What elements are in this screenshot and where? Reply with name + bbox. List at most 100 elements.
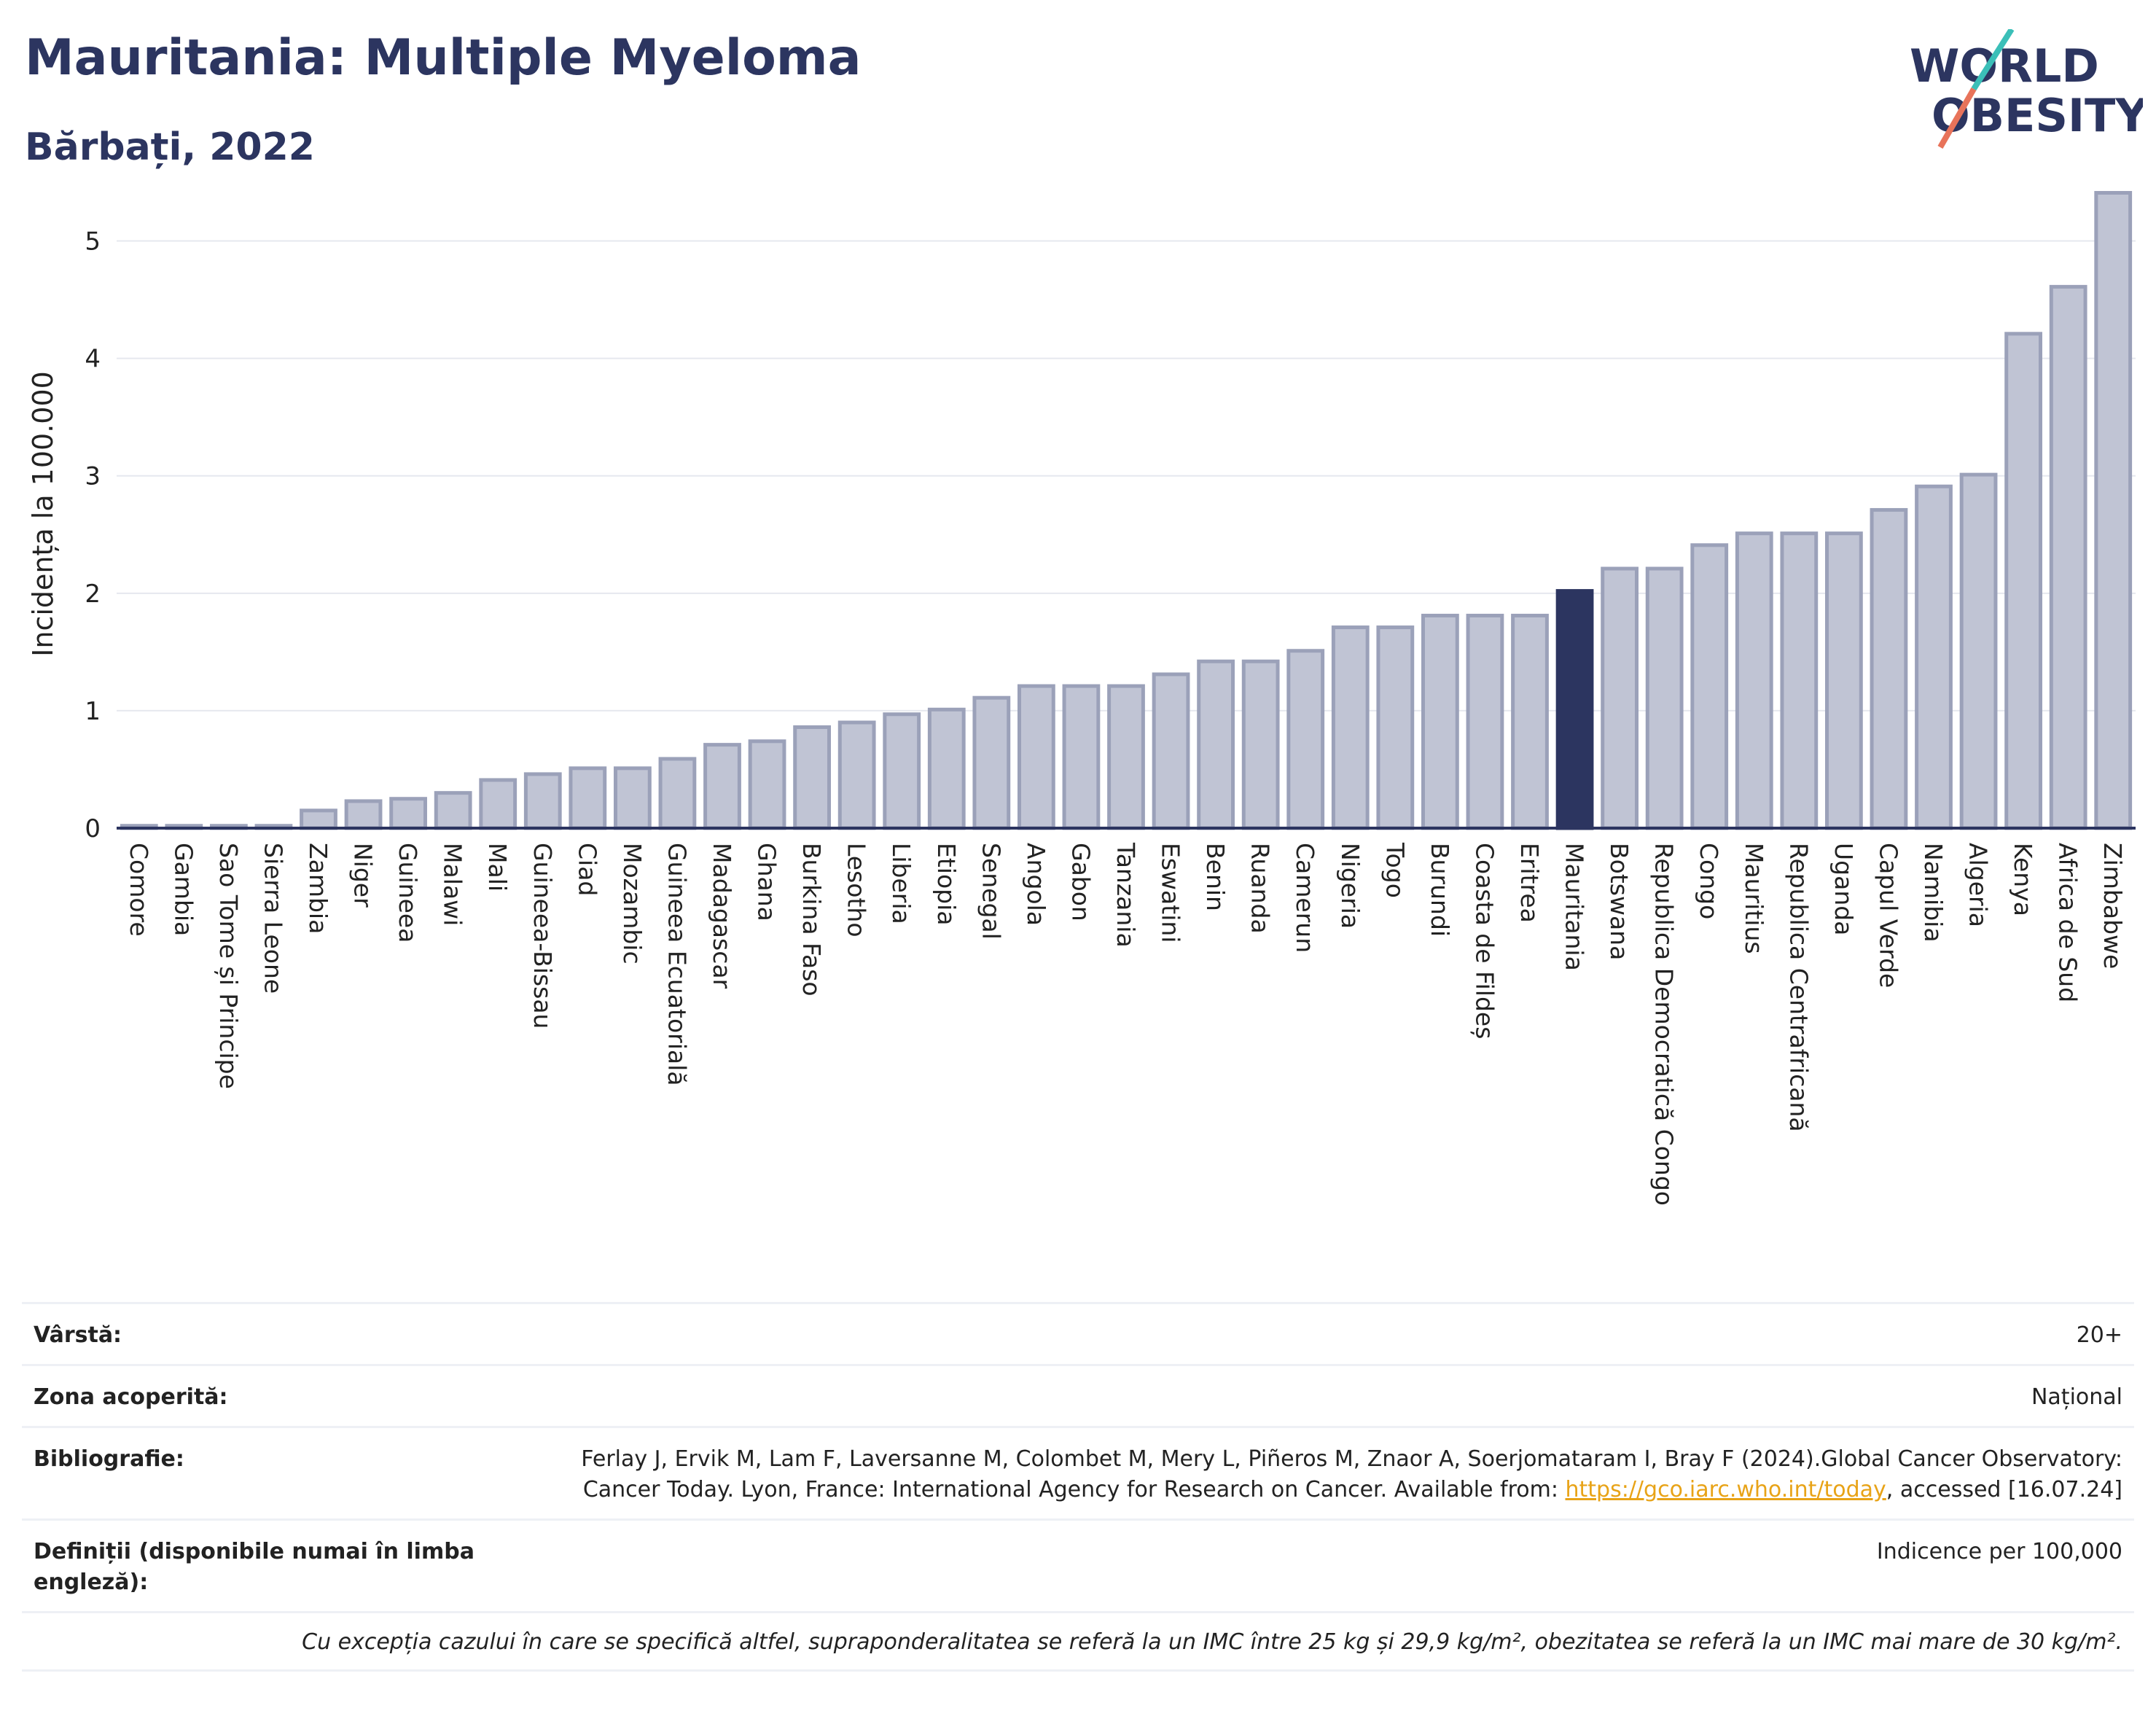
- bar-liberia[interactable]: [883, 712, 921, 830]
- x-tick-label: Guineea: [394, 843, 422, 943]
- bar-gabon[interactable]: [1062, 684, 1101, 830]
- bar-niger[interactable]: [344, 799, 383, 830]
- x-tick-label: Nigeria: [1336, 843, 1364, 929]
- bar-malawi[interactable]: [434, 791, 472, 830]
- meta-row-bibliography: Bibliografie: Ferlay J, Ervik M, Lam F, …: [22, 1426, 2134, 1518]
- y-axis-title: Incidența la 100.000: [27, 371, 59, 657]
- bar-guineea-bissau[interactable]: [523, 772, 562, 830]
- bar-madagascar[interactable]: [703, 743, 741, 830]
- bar-eswatini[interactable]: [1152, 672, 1190, 830]
- x-tick-label: Tanzania: [1112, 842, 1140, 948]
- bar-ghana[interactable]: [748, 739, 786, 830]
- bar-botswana[interactable]: [1601, 566, 1639, 830]
- biblio-accessed: , accessed [16.07.24]: [1886, 1477, 2122, 1502]
- x-tick-label: Burundi: [1426, 843, 1454, 937]
- y-tick-label: 2: [85, 580, 101, 609]
- meta-biblio-label: Bibliografie:: [34, 1446, 184, 1472]
- x-tick-label: Niger: [349, 843, 378, 908]
- meta-row-coverage: Zona acoperită: Național: [22, 1364, 2134, 1426]
- logo-line1: WORLD: [1910, 39, 2099, 93]
- y-tick-label: 1: [85, 697, 101, 726]
- x-tick-label: Mali: [483, 843, 512, 892]
- axes: 0 1 2 3 4 5 Comore Gambia Sao Tome și Principe Si…: [85, 227, 2136, 1206]
- x-tick-label: Comore: [125, 843, 153, 937]
- bar-mozambic[interactable]: [613, 766, 652, 830]
- chart-subtitle: Bărbați, 2022: [25, 125, 315, 169]
- bar-africa-de-sud[interactable]: [2049, 284, 2087, 830]
- bar-guineea-ecuatorială[interactable]: [658, 757, 697, 830]
- x-tick-label: Angola: [1022, 843, 1050, 926]
- x-tick-label: Gambia: [169, 843, 198, 936]
- bar-tanzania[interactable]: [1107, 684, 1145, 830]
- bar-algeria[interactable]: [1959, 472, 1998, 830]
- bar-ruanda[interactable]: [1241, 659, 1280, 830]
- bar-nigeria[interactable]: [1331, 625, 1370, 830]
- bar-ciad[interactable]: [569, 766, 607, 830]
- x-tick-label: Etiopia: [932, 843, 961, 926]
- bar-congo[interactable]: [1690, 543, 1729, 830]
- y-tick-label: 3: [85, 462, 101, 491]
- bar-benin[interactable]: [1197, 659, 1235, 830]
- x-tick-label: Guineea Ecuatorială: [663, 843, 691, 1086]
- meta-definitions-value: Indicence per 100,000: [1876, 1539, 2122, 1564]
- x-tick-label: Capul Verde: [1874, 843, 1902, 988]
- x-tick-label: Ciad: [573, 843, 601, 896]
- x-tick-label: Botswana: [1605, 843, 1633, 960]
- bar-senegal[interactable]: [972, 695, 1011, 830]
- x-tick-label: Republica Democratică Congo: [1650, 843, 1679, 1206]
- x-tick-label: Zimbabwe: [2098, 843, 2127, 969]
- x-tick-label: Eswatini: [1157, 843, 1185, 943]
- bar-guineea[interactable]: [389, 797, 428, 830]
- x-tick-label: Ghana: [753, 843, 781, 921]
- meta-coverage-label: Zona acoperită:: [34, 1384, 228, 1410]
- meta-footnote: Cu excepția cazului în care se specifică…: [22, 1611, 2134, 1672]
- x-tick-label: Algeria: [1964, 843, 1993, 927]
- meta-row-definitions: Definiții (disponibile numai în limba en…: [22, 1518, 2134, 1611]
- metadata-table: Vârstă: 20+ Zona acoperită: Național Bib…: [22, 1302, 2134, 1672]
- bar-mauritania[interactable]: [1555, 589, 1594, 830]
- x-tick-label: Gabon: [1066, 843, 1095, 921]
- bar-togo[interactable]: [1376, 625, 1415, 830]
- x-tick-label: Camerun: [1291, 843, 1319, 953]
- meta-biblio-value: Ferlay J, Ervik M, Lam F, Laversanne M, …: [500, 1444, 2122, 1505]
- bar-namibia[interactable]: [1915, 484, 1953, 830]
- biblio-link[interactable]: https://gco.iarc.who.int/today: [1565, 1477, 1886, 1502]
- meta-coverage-value: Național: [2031, 1384, 2122, 1410]
- chart-title: Mauritania: Multiple Myeloma: [25, 29, 862, 87]
- y-tick-label: 4: [85, 345, 101, 374]
- bar-kenya[interactable]: [2004, 332, 2043, 830]
- x-tick-label: Eritrea: [1515, 843, 1544, 923]
- bar-angola[interactable]: [1017, 684, 1055, 830]
- x-tick-label: Mauritania: [1561, 843, 1589, 971]
- bar-mauritius[interactable]: [1735, 531, 1773, 830]
- bar-republica-democratică-congo[interactable]: [1645, 566, 1684, 830]
- biblio-text: Ferlay J, Ervik M, Lam F, Laversanne M, …: [581, 1446, 2122, 1502]
- x-tick-label: Senegal: [977, 843, 1005, 940]
- x-tick-label: Mozambic: [618, 843, 647, 964]
- x-tick-label: Africa de Sud: [2054, 843, 2082, 1002]
- x-tick-label: Namibia: [1919, 843, 1948, 943]
- y-tick-label: 5: [85, 227, 101, 257]
- bar-capul-verde[interactable]: [1870, 507, 1908, 830]
- bar-mali[interactable]: [479, 778, 517, 830]
- bar-eritrea[interactable]: [1511, 613, 1549, 830]
- bar-camerun[interactable]: [1286, 649, 1325, 830]
- bar-republica-centrafricană[interactable]: [1780, 531, 1819, 830]
- bar-burundi[interactable]: [1421, 613, 1459, 830]
- bar-zambia[interactable]: [300, 808, 337, 830]
- bar-burkina-faso[interactable]: [793, 725, 832, 830]
- x-tick-label: Mauritius: [1740, 843, 1768, 954]
- x-tick-label: Uganda: [1829, 843, 1858, 935]
- x-tick-label: Coasta de Fildeș: [1470, 843, 1499, 1039]
- bar-coasta-de-fildeș[interactable]: [1466, 613, 1504, 830]
- x-tick-label: Sao Tome și Principe: [214, 843, 243, 1089]
- bar-chart: 0 1 2 3 4 5 Comore Gambia Sao Tome și Principe Si…: [27, 190, 2136, 1206]
- bar-lesotho[interactable]: [837, 720, 876, 830]
- y-tick-label: 0: [85, 814, 101, 843]
- bar-zimbabwe[interactable]: [2094, 190, 2133, 830]
- bar-etiopia[interactable]: [927, 707, 966, 830]
- x-tick-label: Lesotho: [843, 843, 871, 937]
- bar-uganda[interactable]: [1824, 531, 1863, 830]
- meta-age-label: Vârstă:: [34, 1322, 122, 1348]
- x-tick-label: Burkina Faso: [797, 843, 826, 997]
